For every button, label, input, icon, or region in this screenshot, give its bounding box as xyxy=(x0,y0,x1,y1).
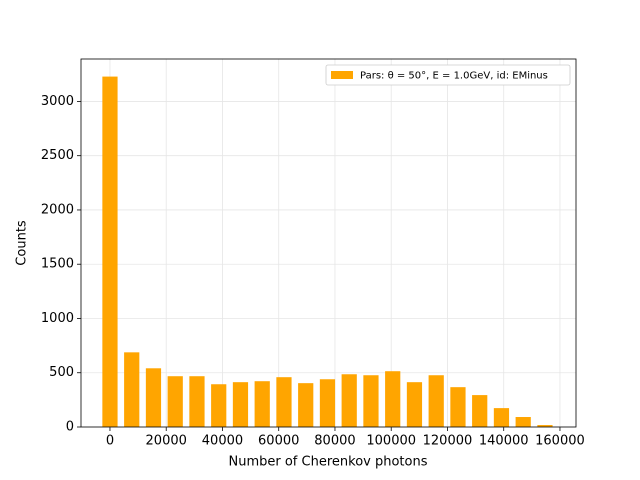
x-axis-label: Number of Cherenkov photons xyxy=(229,455,428,470)
bar xyxy=(145,368,162,427)
bar xyxy=(232,382,249,427)
x-tick-label: 40000 xyxy=(202,434,243,449)
bar xyxy=(167,376,183,427)
bar xyxy=(298,383,314,427)
x-tick-label: 80000 xyxy=(314,434,355,449)
legend-swatch xyxy=(331,71,353,79)
bar xyxy=(189,376,205,427)
bar xyxy=(537,425,553,427)
legend: Pars: θ = 50°, E = 1.0GeV, id: EMinus xyxy=(325,64,571,86)
y-tick-label: 500 xyxy=(49,365,74,380)
bar xyxy=(211,384,227,427)
y-tick-label: 2500 xyxy=(41,148,74,163)
plot-frame xyxy=(80,58,577,428)
bar xyxy=(472,395,488,427)
bar xyxy=(385,371,401,427)
legend-label: Pars: θ = 50°, E = 1.0GeV, id: EMinus xyxy=(360,71,548,82)
y-tick-label: 2000 xyxy=(41,202,74,217)
bar xyxy=(254,381,270,427)
legend-box xyxy=(325,64,571,86)
bar xyxy=(102,76,118,427)
y-axis-label: Counts xyxy=(15,220,30,266)
bar xyxy=(276,377,292,427)
bar xyxy=(450,387,466,427)
x-tick-label: 160000 xyxy=(535,434,585,449)
y-tick-label: 1000 xyxy=(41,311,74,326)
x-tick-label: 140000 xyxy=(479,434,529,449)
x-tick-label: 0 xyxy=(106,434,114,449)
y-tick-label: 3000 xyxy=(41,94,74,109)
bar xyxy=(493,408,510,427)
bar xyxy=(406,382,423,427)
y-tick-label: 1500 xyxy=(41,257,74,272)
bar xyxy=(319,379,336,427)
bar xyxy=(515,417,531,427)
x-tick-label: 20000 xyxy=(146,434,187,449)
bar xyxy=(363,375,379,427)
y-tick-label: 0 xyxy=(66,420,74,435)
x-tick-label: 100000 xyxy=(366,434,416,449)
bar xyxy=(428,375,444,427)
bar xyxy=(341,374,357,427)
x-tick-label: 120000 xyxy=(423,434,473,449)
x-tick-label: 60000 xyxy=(258,434,299,449)
bar xyxy=(124,352,140,427)
